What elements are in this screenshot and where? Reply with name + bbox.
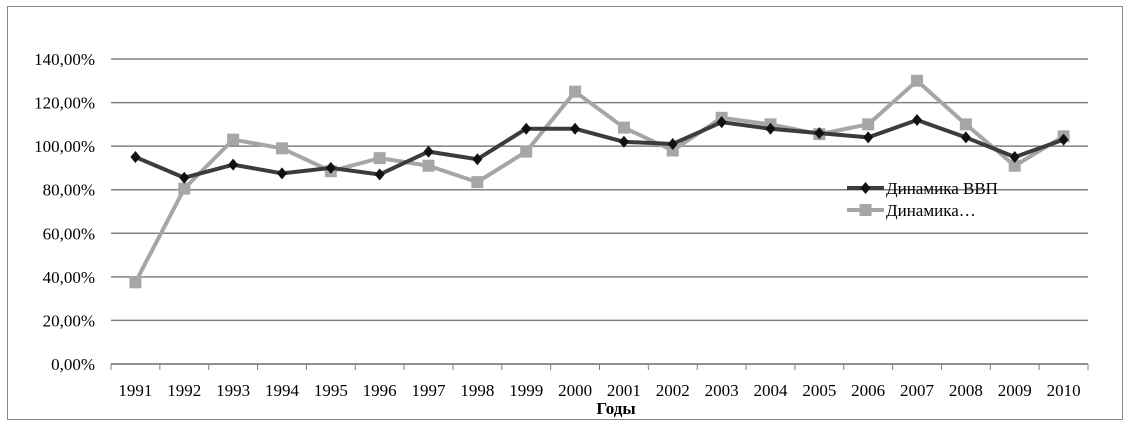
data-point [1058, 133, 1069, 146]
data-point [570, 122, 581, 135]
x-tick-label: 1994 [265, 381, 300, 400]
x-tick-label: 2004 [753, 381, 788, 400]
data-point [423, 145, 434, 158]
data-point [863, 131, 874, 144]
x-axis-title: Годы [596, 399, 635, 418]
data-point [814, 127, 825, 140]
data-point [959, 118, 972, 131]
x-tick-label: 2001 [607, 381, 641, 400]
data-point [130, 151, 141, 164]
legend-label: Динамика… [886, 201, 976, 220]
data-point [373, 152, 386, 165]
x-tick-label: 1992 [167, 381, 201, 400]
y-tick-label: 140,00% [34, 50, 95, 69]
data-point [129, 276, 142, 289]
data-point [472, 153, 483, 166]
data-point [862, 118, 875, 131]
data-point [617, 121, 630, 134]
x-tick-label: 1999 [509, 381, 543, 400]
legend-label: Динамика ВВП [886, 179, 998, 198]
data-point [179, 171, 190, 184]
x-tick-label: 2000 [558, 381, 592, 400]
data-point [569, 85, 582, 98]
data-point [1008, 159, 1021, 172]
data-point [228, 158, 239, 171]
y-tick-label: 80,00% [43, 181, 95, 200]
x-tick-label: 1997 [412, 381, 447, 400]
y-tick-label: 120,00% [34, 94, 95, 113]
data-point [911, 74, 924, 87]
x-tick-label: 2009 [998, 381, 1032, 400]
x-tick-label: 2005 [802, 381, 836, 400]
x-tick-label: 1996 [363, 381, 397, 400]
x-tick-label: 1998 [460, 381, 494, 400]
series-2 [129, 74, 1070, 289]
legend: Динамика ВВП Динамика… [847, 179, 998, 220]
data-point [325, 161, 336, 174]
x-axis-ticks: 1991 1992 1993 1994 1995 1996 1997 1998 1999 2000… [110, 363, 1089, 400]
data-point [716, 116, 727, 129]
series-1 [130, 114, 1069, 184]
x-tick-label: 2003 [705, 381, 739, 400]
data-point [422, 159, 435, 172]
data-point [859, 204, 872, 216]
data-point [1009, 151, 1020, 164]
data-point [960, 131, 971, 144]
data-point [666, 144, 679, 157]
series-line [134, 118, 1065, 180]
data-point [520, 145, 533, 158]
chart-frame [7, 6, 1123, 420]
data-point [912, 114, 923, 126]
y-tick-label: 40,00% [43, 268, 95, 287]
x-tick-label: 1995 [314, 381, 348, 400]
data-point [860, 182, 871, 194]
x-tick-label: 1991 [118, 381, 152, 400]
data-point [374, 168, 385, 181]
y-tick-label: 60,00% [43, 224, 95, 243]
x-tick-label: 2002 [656, 381, 690, 400]
y-tick-label: 100,00% [34, 137, 95, 156]
data-point [765, 122, 776, 135]
series-line [133, 78, 1065, 284]
y-tick-label: 0,00% [51, 355, 95, 374]
x-tick-label: 2010 [1047, 381, 1081, 400]
x-tick-label: 2007 [900, 381, 935, 400]
data-point [276, 167, 287, 180]
data-point [521, 122, 532, 135]
data-point [178, 182, 191, 195]
data-point [275, 142, 288, 155]
y-axis-ticks: 0,00% 20,00% 40,00% 60,00% 80,00% 100,00% 120,… [34, 50, 95, 374]
series-group [129, 74, 1070, 289]
data-point [227, 133, 240, 146]
y-tick-label: 20,00% [43, 311, 95, 330]
data-point [618, 135, 629, 148]
x-tick-label: 2006 [851, 381, 885, 400]
x-tick-label: 1993 [216, 381, 250, 400]
data-point [471, 176, 484, 189]
data-point [667, 137, 678, 150]
x-tick-label: 2008 [949, 381, 983, 400]
